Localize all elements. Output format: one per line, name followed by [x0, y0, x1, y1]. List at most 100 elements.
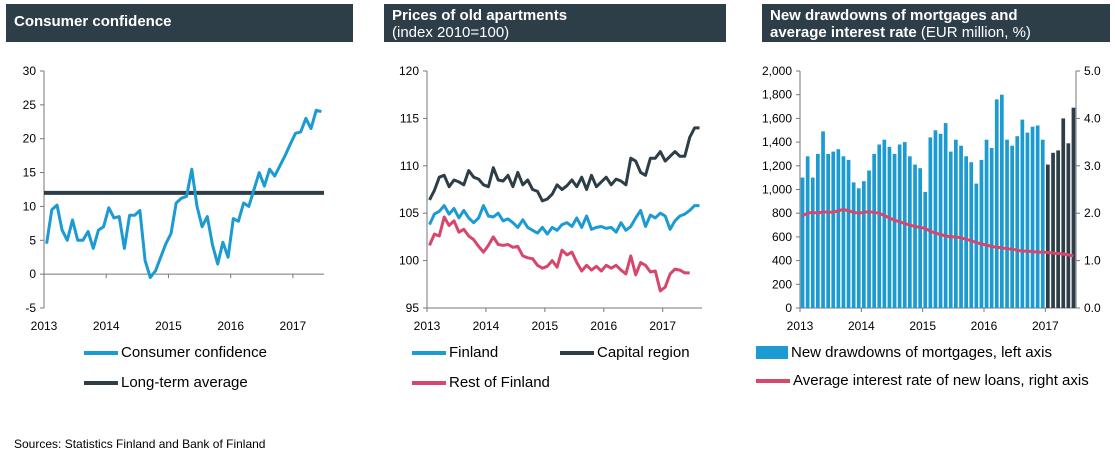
mortgage-bar — [969, 162, 974, 308]
mortgage-bar — [826, 153, 830, 308]
mg-y-right-tick-label: 4.0 — [1084, 111, 1101, 125]
legend-item: Finland — [412, 344, 498, 361]
mortgage-bar — [989, 148, 994, 308]
panel-units: (EUR million, %) — [916, 24, 1031, 41]
cc-y-tick-label: -5 — [25, 301, 36, 315]
mg-x-tick-label: 2017 — [1032, 319, 1059, 333]
mortgage-bar — [994, 99, 999, 309]
panel-title: New drawdowns of mortgages and — [770, 7, 1018, 24]
ap-y-tick-label: 100 — [399, 254, 419, 268]
mortgage-bar — [948, 151, 953, 308]
mortgage-bar — [928, 137, 933, 308]
consumer-confidence-line — [45, 108, 322, 279]
mortgage-bar — [1015, 136, 1020, 308]
mortgage-bar — [821, 131, 825, 308]
mortgage-bar — [1000, 94, 1004, 308]
mortgage-bar — [892, 153, 897, 308]
legend-swatch — [560, 350, 594, 355]
series-line-finland — [428, 204, 700, 236]
panel-title: Prices of old apartments — [392, 7, 568, 24]
mortgage-bar — [1051, 152, 1055, 308]
mortgage-bar — [1061, 118, 1066, 309]
mortgage-bar — [816, 153, 820, 308]
cc-y-tick-label: 0 — [29, 267, 36, 281]
series-line-rest-of-finland — [428, 215, 690, 293]
panel-subtitle: (index 2010=100) — [392, 24, 510, 41]
mg-y-right-tick-label: 0.0 — [1084, 301, 1101, 315]
mortgage-bar — [1040, 139, 1045, 308]
mg-y-left-tick-label: 0 — [785, 301, 792, 315]
mortgage-bar — [1005, 139, 1009, 308]
mortgage-bar — [887, 146, 892, 308]
ap-x-tick-label: 2014 — [473, 319, 500, 333]
mortgage-bar — [1066, 143, 1071, 308]
legend-swatch — [84, 380, 118, 385]
mg-x-tick-label: 2013 — [787, 319, 814, 333]
mg-y-left-tick-label: 1,000 — [762, 183, 792, 197]
panel-subtitle: average interest rate (EUR million, %) — [770, 24, 1031, 41]
mortgage-bar — [897, 144, 902, 308]
mortgage-bar — [877, 144, 882, 308]
legend-item: New drawdowns of mortgages, left axis — [756, 344, 1052, 361]
ap-x-tick-label: 2015 — [532, 319, 559, 333]
interest-rate-line — [801, 207, 1074, 258]
ap-y-tick-label: 110 — [400, 159, 419, 173]
legend-item: Long-term average — [84, 374, 248, 391]
mortgage-bar — [851, 182, 856, 308]
mortgage-bar — [908, 156, 912, 308]
mg-y-left-tick-label: 400 — [772, 254, 792, 268]
mortgage-bar — [805, 156, 810, 308]
cc-y-tick-label: 25 — [23, 98, 37, 112]
mg-y-left-tick-label: 1,200 — [762, 159, 792, 173]
legend-label: Capital region — [597, 344, 690, 361]
mg-y-left-tick-label: 1,400 — [762, 135, 792, 149]
mg-y-left-tick-label: 600 — [772, 230, 792, 244]
mg-x-tick-label: 2014 — [848, 319, 875, 333]
mortgage-bar — [800, 177, 805, 308]
mortgage-bar — [1030, 126, 1035, 308]
mortgage-bar — [856, 188, 861, 308]
cc-y-tick-label: 30 — [23, 64, 37, 78]
legend-label: Finland — [449, 344, 499, 361]
source-note: Sources: Statistics Finland and Bank of … — [14, 437, 266, 451]
legend-swatch — [412, 350, 446, 355]
mg-y-right-tick-label: 5.0 — [1084, 64, 1101, 78]
mortgage-bar — [974, 183, 979, 308]
panel-title-bold: average interest rate — [770, 24, 917, 41]
legend-label: Average interest rate of new loans, righ… — [793, 372, 1089, 389]
panel-header: New drawdowns of mortgages and average i… — [762, 4, 1110, 42]
mg-y-left-tick-label: 2,000 — [762, 64, 792, 78]
mortgage-bar — [984, 139, 989, 308]
mortgage-bar — [1020, 119, 1025, 308]
mg-y-right-tick-label: 1.0 — [1084, 254, 1101, 268]
ap-x-tick-label: 2017 — [649, 319, 676, 333]
mg-y-left-tick-label: 800 — [772, 206, 792, 220]
legend-label: Consumer confidence — [121, 344, 267, 361]
legend-item: Consumer confidence — [84, 344, 267, 361]
mortgage-bar — [867, 170, 871, 308]
legend-swatch — [412, 380, 446, 385]
ap-x-tick-label: 2013 — [414, 319, 441, 333]
mortgage-bar — [964, 156, 968, 308]
panel-title: Consumer confidence — [14, 13, 172, 30]
legend-swatch — [756, 346, 788, 359]
legend-label: New drawdowns of mortgages, left axis — [791, 344, 1052, 361]
mortgage-bar — [882, 139, 887, 308]
cc-x-tick-label: 2015 — [155, 319, 182, 333]
mortgage-bar — [938, 133, 943, 308]
mortgage-bar — [831, 151, 836, 308]
mortgage-bar — [1010, 145, 1014, 308]
mortgage-bar — [862, 181, 866, 308]
mortgage-bar — [933, 130, 938, 309]
legend-swatch — [84, 350, 118, 355]
mg-y-left-tick-label: 1,600 — [762, 111, 792, 125]
mortgage-bar — [836, 149, 841, 308]
mortgage-bar — [979, 159, 984, 308]
mg-y-left-tick-label: 1,800 — [762, 88, 792, 102]
mortgage-bar — [810, 177, 815, 308]
mortgage-bar — [913, 164, 917, 308]
panel-header: Consumer confidence — [6, 4, 353, 42]
mortgage-bar — [1046, 164, 1050, 308]
legend-label: Rest of Finland — [449, 374, 550, 391]
